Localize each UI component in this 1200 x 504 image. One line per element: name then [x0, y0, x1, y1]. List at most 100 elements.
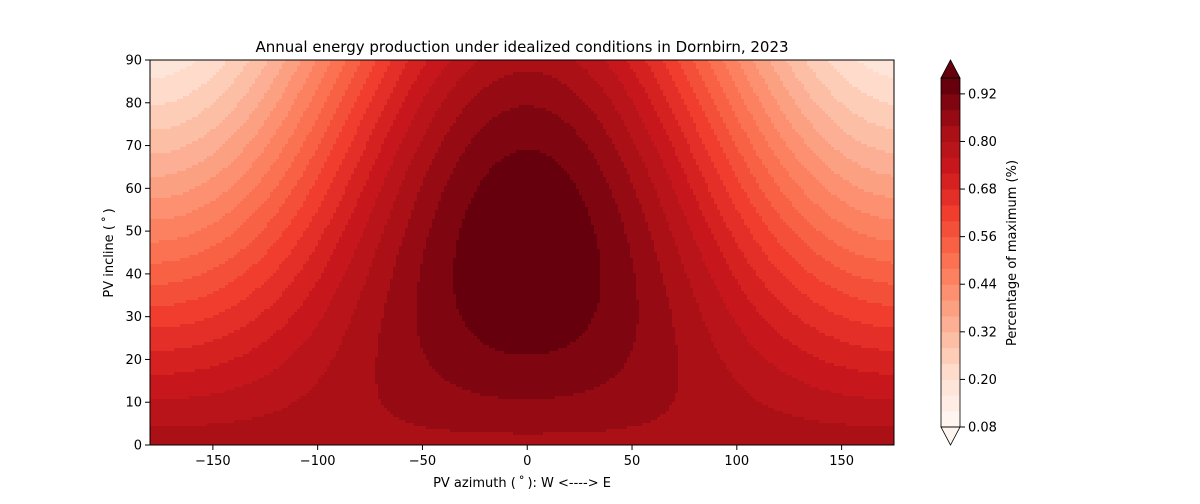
contour-cell	[741, 93, 757, 97]
contour-cell	[783, 165, 805, 169]
contour-cell	[639, 315, 673, 319]
contour-cell	[342, 96, 358, 100]
contour-cell	[213, 222, 244, 226]
contour-cell	[429, 360, 628, 364]
contour-cell	[294, 159, 310, 163]
contour-cell	[792, 228, 817, 232]
contour-cell	[549, 351, 631, 355]
contour-cell	[150, 330, 235, 334]
contour-cell	[696, 123, 712, 127]
contour-cell	[771, 291, 802, 295]
contour-cell	[657, 252, 679, 256]
contour-cell	[249, 168, 271, 172]
contour-cell	[738, 324, 772, 328]
contour-cell	[789, 174, 814, 178]
contour-cell	[273, 333, 313, 337]
contour-cell	[654, 240, 676, 244]
contour-cell	[801, 213, 829, 217]
contour-cell	[390, 282, 418, 286]
contour-cell	[426, 60, 451, 64]
contour-cell	[318, 210, 337, 214]
contour-cell	[198, 114, 229, 118]
contour-cell	[639, 150, 658, 154]
contour-cell	[378, 156, 394, 160]
contour-cell	[669, 297, 697, 301]
contour-cell	[831, 261, 892, 265]
contour-cell	[606, 429, 894, 433]
contour-cell	[738, 120, 757, 124]
contour-cell	[171, 195, 220, 199]
contour-cell	[753, 174, 772, 178]
contour-cell	[423, 138, 445, 142]
contour-cell	[636, 279, 664, 283]
contour-cell	[600, 165, 625, 169]
contour-cell	[384, 105, 403, 109]
contour-cell	[573, 126, 604, 130]
contour-cell	[720, 174, 736, 178]
contour-cell	[768, 288, 799, 292]
colorbar-band	[941, 125, 960, 142]
contour-cell	[684, 210, 703, 214]
chart-title: Annual energy production under idealized…	[255, 38, 788, 56]
contour-cell	[210, 78, 235, 82]
colorbar-tick-label: 0.68	[968, 183, 997, 198]
contour-cell	[435, 78, 460, 82]
contour-cell	[642, 84, 661, 88]
contour-cell	[498, 114, 559, 118]
contour-cell	[150, 315, 214, 319]
contour-cell	[474, 63, 580, 67]
contour-cell	[744, 222, 766, 226]
contour-cell	[834, 336, 894, 340]
contour-cell	[636, 327, 676, 331]
contour-cell	[378, 333, 418, 337]
contour-cell	[795, 258, 826, 262]
contour-cell	[252, 165, 271, 169]
contour-cell	[588, 69, 613, 73]
contour-cell	[849, 108, 894, 112]
contour-cell	[753, 117, 772, 121]
contour-cell	[600, 285, 637, 289]
contour-cell	[618, 210, 643, 214]
contour-cell	[639, 78, 658, 82]
contour-cell	[150, 264, 220, 268]
contour-cell	[255, 159, 277, 163]
contour-cell	[150, 219, 220, 223]
contour-cell	[723, 360, 769, 364]
contour-cell	[594, 156, 622, 160]
contour-cell	[381, 111, 400, 115]
contour-cell	[231, 135, 256, 139]
contour-cell	[621, 159, 643, 163]
contour-cell	[552, 111, 595, 115]
contour-cell	[657, 195, 679, 199]
contour-cell	[675, 117, 694, 121]
contour-cell	[324, 195, 343, 199]
contour-cell	[150, 60, 196, 64]
contour-cell	[246, 63, 268, 67]
contour-cell	[150, 243, 217, 247]
contour-cell	[879, 72, 894, 76]
contour-cell	[291, 75, 310, 79]
contour-cell	[777, 156, 796, 160]
contour-cell	[822, 255, 865, 259]
contour-cell	[264, 309, 298, 313]
contour-cell	[240, 327, 283, 331]
contour-cell	[438, 150, 466, 154]
contour-cell	[291, 105, 310, 109]
contour-cell	[678, 159, 697, 163]
contour-cell	[333, 180, 349, 184]
contour-cell	[825, 282, 889, 286]
contour-cell	[783, 81, 802, 85]
contour-cell	[348, 84, 364, 88]
contour-cell	[726, 156, 745, 160]
contour-cell	[150, 417, 253, 421]
contour-cell	[453, 279, 601, 283]
contour-cell	[771, 120, 790, 124]
contour-cell	[699, 309, 730, 313]
contour-cell	[777, 297, 811, 301]
contour-cell	[150, 375, 265, 379]
contour-cell	[807, 243, 838, 247]
contour-cell	[234, 132, 259, 136]
contour-cell	[885, 126, 894, 130]
contour-cell	[732, 270, 757, 274]
contour-cell	[372, 99, 388, 103]
